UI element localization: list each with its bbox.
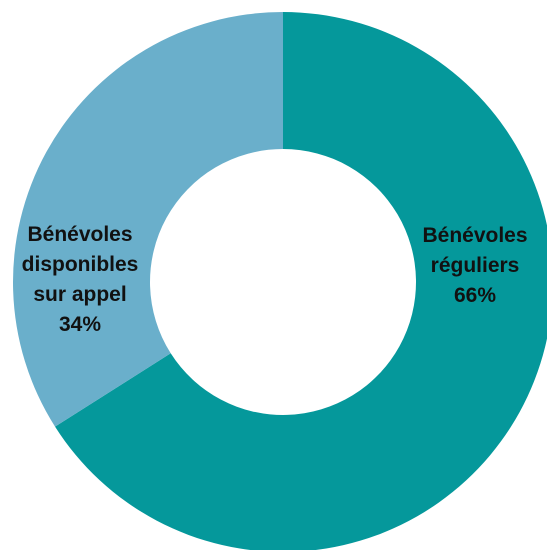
slice-label-0-line-2: 66%: [454, 284, 496, 307]
donut-slice-1: [13, 12, 284, 427]
slice-label-0-line-1: réguliers: [431, 254, 520, 277]
slice-label-0-line-0: Bénévoles: [422, 224, 527, 247]
slice-label-0: Bénévoles réguliers 66%: [422, 224, 527, 307]
donut-slice-0: [55, 12, 547, 550]
slice-label-1-line-3: 34%: [59, 313, 101, 336]
slices-layer: [13, 12, 547, 550]
slice-label-1-line-0: Bénévoles: [27, 223, 132, 246]
slice-label-1-line-2: sur appel: [33, 283, 126, 306]
slice-label-1-line-1: disponibles: [22, 253, 139, 276]
labels-layer: Bénévoles réguliers 66% Bénévoles disponible…: [22, 223, 528, 336]
slice-label-1: Bénévoles disponibles sur appel 34%: [22, 223, 139, 336]
